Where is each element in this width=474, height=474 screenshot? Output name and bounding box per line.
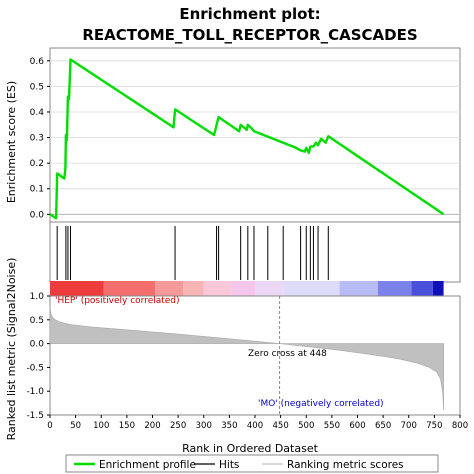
heat-segment bbox=[339, 281, 378, 296]
es-ytick-label: 0.3 bbox=[30, 134, 44, 144]
es-ytick-label: 0.1 bbox=[30, 185, 44, 195]
chart-subtitle: REACTOME_TOLL_RECEPTOR_CASCADES bbox=[82, 26, 417, 44]
negative-correlation-label: 'MO' (negatively correlated) bbox=[258, 399, 384, 409]
es-ytick-label: 0.4 bbox=[30, 108, 45, 118]
metric-ytick-label: -1.5 bbox=[26, 411, 44, 421]
es-ylabel: Enrichment score (ES) bbox=[5, 81, 18, 203]
x-tick-label: 50 bbox=[70, 421, 81, 431]
metric-ytick-label: -1.0 bbox=[26, 387, 44, 397]
x-tick-label: 550 bbox=[324, 421, 340, 431]
x-tick-label: 450 bbox=[273, 421, 289, 431]
x-tick-label: 650 bbox=[375, 421, 391, 431]
x-axis: 0 50 100 150 200 250 300 350 400 450 500 550 600 650 7… bbox=[47, 415, 468, 431]
heat-segment bbox=[203, 281, 232, 296]
x-axis-label: Rank in Ordered Dataset bbox=[182, 442, 319, 455]
x-tick-label: 100 bbox=[93, 421, 109, 431]
metric-panel: 1.0 0.5 0.0 -0.5 -1.0 -1.5 bbox=[26, 292, 461, 421]
heat-segment bbox=[183, 281, 204, 296]
es-line bbox=[49, 58, 445, 220]
x-tick-label: 350 bbox=[221, 421, 237, 431]
metric-ytick-label: -0.5 bbox=[26, 363, 44, 373]
legend-label: Ranking metric scores bbox=[287, 459, 404, 471]
hits-panel bbox=[49, 221, 461, 283]
legend-label: Enrichment profile bbox=[99, 459, 196, 471]
metric-ytick-label: 0.5 bbox=[30, 316, 44, 326]
x-tick-label: 200 bbox=[144, 421, 160, 431]
x-tick-label: 250 bbox=[170, 421, 186, 431]
x-tick-label: 300 bbox=[196, 421, 212, 431]
heat-bar bbox=[50, 281, 444, 296]
legend-label: Hits bbox=[219, 459, 239, 471]
es-ytick-label: 0.0 bbox=[30, 210, 45, 220]
heat-segment bbox=[432, 281, 444, 296]
metric-ytick-label: 1.0 bbox=[30, 292, 45, 302]
x-tick-label: 600 bbox=[349, 421, 365, 431]
es-ytick-label: 0.5 bbox=[30, 82, 44, 92]
metric-ytick-label: 0.0 bbox=[30, 340, 45, 350]
metric-ylabel: Ranked list metric (Signal2Noise) bbox=[5, 258, 18, 441]
heat-segment bbox=[155, 281, 184, 296]
es-ytick-label: 0.2 bbox=[30, 159, 44, 169]
x-tick-label: 750 bbox=[426, 421, 442, 431]
x-tick-label: 700 bbox=[401, 421, 417, 431]
positive-correlation-label: 'HEP' (positively correlated) bbox=[55, 296, 180, 306]
x-tick-label: 0 bbox=[47, 421, 52, 431]
hits-frame bbox=[49, 221, 461, 283]
heat-segment bbox=[378, 281, 412, 296]
x-tick-label: 150 bbox=[119, 421, 135, 431]
legend: Enrichment profile Hits Ranking metric sco… bbox=[65, 454, 439, 473]
heat-segment bbox=[103, 281, 156, 296]
es-frame bbox=[49, 47, 461, 223]
heat-segment bbox=[231, 281, 255, 296]
x-tick-label: 800 bbox=[452, 421, 468, 431]
chart-title: Enrichment plot: bbox=[179, 5, 320, 23]
heat-segment bbox=[411, 281, 433, 296]
es-ytick-label: 0.6 bbox=[30, 57, 45, 67]
zero-cross-label: Zero cross at 448 bbox=[248, 349, 327, 359]
heat-segment bbox=[283, 281, 340, 296]
heat-segment bbox=[255, 281, 284, 296]
x-tick-label: 500 bbox=[298, 421, 314, 431]
heat-segment bbox=[50, 281, 104, 296]
x-tick-label: 400 bbox=[247, 421, 263, 431]
es-panel: 0.0 0.1 0.2 0.3 0.4 0.5 0.6 bbox=[30, 47, 461, 223]
legend-box bbox=[65, 454, 439, 473]
